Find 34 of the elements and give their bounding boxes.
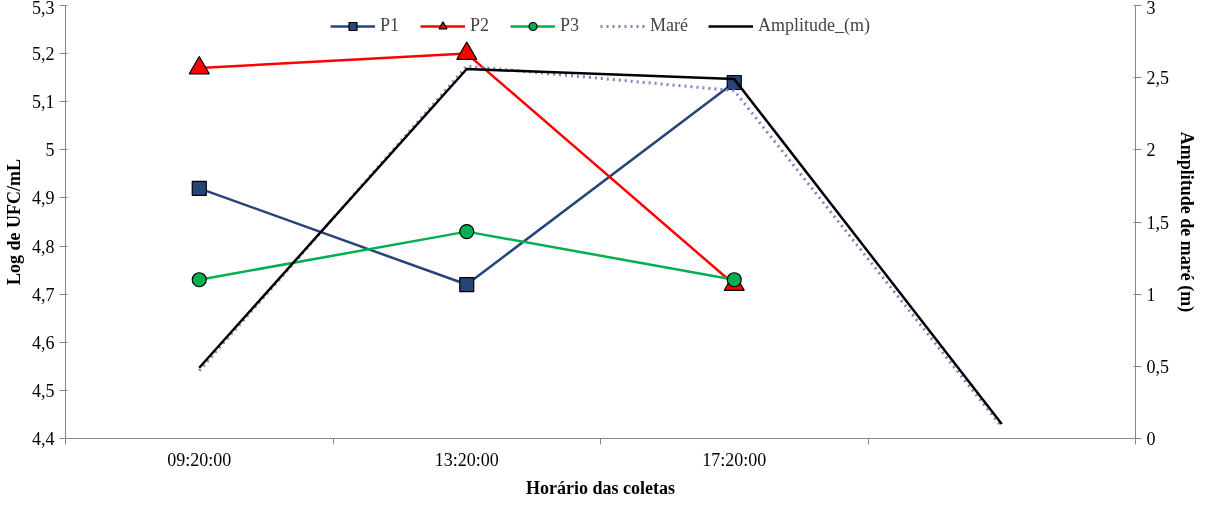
y-tick-label: 5,3 — [32, 0, 55, 18]
point — [459, 276, 475, 293]
y-tick-label: 4,6 — [32, 332, 55, 353]
legend-label: P3 — [560, 15, 581, 36]
y2-tick-label: 0 — [1146, 429, 1156, 449]
y-tick-label: 5 — [45, 140, 55, 161]
point — [191, 180, 207, 196]
y-tick-label: 4,5 — [32, 380, 55, 401]
y-tick-label: 4,4 — [32, 429, 55, 449]
point — [188, 55, 210, 75]
legend-label: Maré — [650, 15, 688, 36]
x-tick-label: 09:20:00 — [167, 449, 232, 470]
point — [456, 41, 478, 60]
y2-tick-label: 0,5 — [1146, 356, 1169, 377]
y-tick-label: 5,1 — [32, 92, 55, 113]
y2-axis-title: Amplitude de maré (m) — [1176, 131, 1197, 313]
y2-tick-label: 2 — [1146, 140, 1156, 161]
y2-tick-label: 1 — [1146, 284, 1156, 305]
y2-tick-label: 1,5 — [1146, 212, 1169, 233]
y-axis-title: Log de UFC/mL — [4, 159, 24, 285]
x-tick-label: 13:20:00 — [434, 449, 499, 470]
point — [191, 272, 207, 288]
y2-tick-label: 3 — [1146, 0, 1156, 18]
y-tick-label: 4,8 — [32, 236, 55, 257]
y-tick-label: 4,7 — [32, 284, 55, 305]
point — [459, 224, 475, 240]
y2-tick-label: 2,5 — [1146, 68, 1169, 89]
legend-label: P2 — [470, 15, 491, 36]
x-tick-label: 17:20:00 — [702, 449, 767, 470]
y-tick-label: 5,2 — [32, 44, 55, 65]
y-tick-label: 4,9 — [32, 188, 55, 209]
x-axis-title: Horário das coletas — [526, 477, 675, 498]
legend-label: Amplitude_(m) — [758, 15, 870, 36]
legend-label: P1 — [380, 15, 401, 36]
